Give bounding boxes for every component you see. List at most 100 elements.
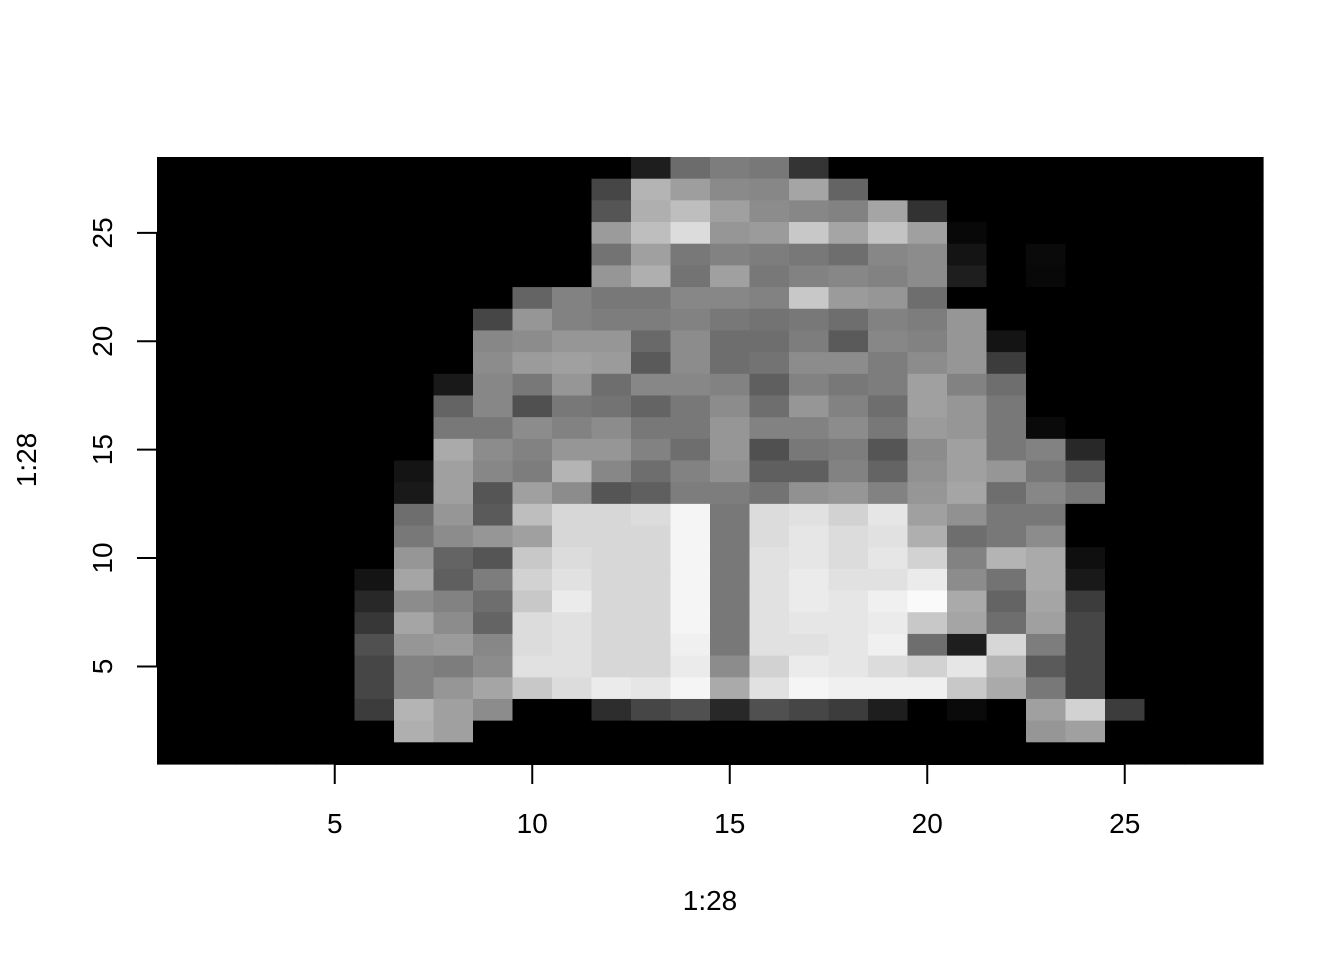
heatmap-cell [828, 178, 869, 201]
x-tick-label: 10 [517, 808, 548, 839]
heatmap-cell [868, 460, 909, 483]
heatmap-cell [275, 157, 316, 180]
heatmap-cell [947, 287, 988, 310]
heatmap-cell [1184, 352, 1225, 375]
heatmap-cell [986, 503, 1027, 527]
heatmap-cell [907, 352, 948, 375]
heatmap-cell [947, 308, 988, 332]
heatmap-cell [1223, 243, 1264, 266]
heatmap-cell [749, 395, 790, 418]
heatmap-cell [828, 568, 869, 592]
heatmap-cell [512, 655, 553, 678]
heatmap-cell [1184, 287, 1225, 310]
heatmap-cell [1065, 655, 1106, 678]
heatmap-cell [947, 590, 988, 613]
heatmap-cell [1223, 633, 1264, 657]
heatmap-cell [1026, 287, 1067, 310]
heatmap-cell [670, 330, 711, 353]
heatmap-cell [157, 243, 198, 266]
heatmap-cell [1144, 222, 1185, 245]
heatmap-cell [433, 482, 474, 505]
heatmap-cell [868, 633, 909, 657]
heatmap-cell [394, 243, 435, 266]
heatmap-cell [1065, 308, 1106, 332]
heatmap-cell [828, 612, 869, 635]
heatmap-cell [947, 373, 988, 397]
heatmap-cell [1144, 460, 1185, 483]
heatmap-cell [275, 417, 316, 440]
heatmap-cell [433, 590, 474, 613]
heatmap-cell [473, 612, 514, 635]
heatmap-cell [196, 330, 237, 353]
heatmap-cell [710, 698, 751, 722]
heatmap-cell [749, 655, 790, 678]
heatmap-cell [157, 330, 198, 353]
heatmap-cell [196, 265, 237, 288]
heatmap-cell [1144, 633, 1185, 657]
heatmap-cell [749, 482, 790, 505]
heatmap-cell [315, 157, 356, 180]
heatmap-cell [591, 590, 632, 613]
heatmap-cell [789, 612, 830, 635]
heatmap-cell [354, 200, 395, 223]
heatmap-cell [749, 677, 790, 700]
heatmap-cell [512, 698, 553, 722]
heatmap-cell [591, 698, 632, 722]
heatmap-cell [749, 373, 790, 397]
heatmap-cell [1105, 287, 1146, 310]
heatmap-cell [907, 308, 948, 332]
heatmap-cell [1105, 330, 1146, 353]
heatmap-cell [315, 438, 356, 462]
heatmap-cell [1105, 265, 1146, 288]
heatmap-cell [433, 742, 474, 765]
heatmap-cell [236, 438, 277, 462]
heatmap-cell [1026, 590, 1067, 613]
heatmap-cell [1026, 568, 1067, 592]
heatmap-cell [1184, 720, 1225, 743]
heatmap-cell [1144, 157, 1185, 180]
heatmap-cell [947, 265, 988, 288]
heatmap-cell [1026, 742, 1067, 765]
heatmap-cell [631, 460, 672, 483]
heatmap-cell [157, 373, 198, 397]
heatmap-cell [275, 655, 316, 678]
heatmap-cell [907, 633, 948, 657]
heatmap-cell [947, 655, 988, 678]
heatmap-cell [1105, 308, 1146, 332]
heatmap-cell [315, 287, 356, 310]
heatmap-cell [670, 243, 711, 266]
heatmap-cell [236, 482, 277, 505]
heatmap-cell [394, 373, 435, 397]
heatmap-cell [986, 222, 1027, 245]
heatmap-cell [394, 655, 435, 678]
heatmap-cell [275, 742, 316, 765]
heatmap-cell [907, 330, 948, 353]
heatmap-cell [394, 633, 435, 657]
heatmap-cell [986, 178, 1027, 201]
heatmap-cell [236, 590, 277, 613]
heatmap-cell [354, 265, 395, 288]
heatmap-cell [710, 417, 751, 440]
heatmap-cell [670, 157, 711, 180]
heatmap-cell [236, 568, 277, 592]
heatmap-cell [1065, 612, 1106, 635]
heatmap-cell [591, 482, 632, 505]
heatmap-cell [315, 633, 356, 657]
heatmap-cell [1065, 698, 1106, 722]
heatmap-cell [354, 677, 395, 700]
heatmap-cell [1105, 503, 1146, 527]
heatmap-cell [789, 178, 830, 201]
y-tick-label: 5 [87, 659, 118, 675]
heatmap-cell [1223, 287, 1264, 310]
heatmap-cell [157, 482, 198, 505]
heatmap-cell [196, 568, 237, 592]
heatmap-cell [1065, 742, 1106, 765]
heatmap-cell [947, 568, 988, 592]
heatmap-cell [275, 525, 316, 548]
heatmap-cell [947, 677, 988, 700]
heatmap-cell [394, 308, 435, 332]
heatmap-cell [986, 655, 1027, 678]
heatmap-cell [631, 590, 672, 613]
heatmap-cell [473, 677, 514, 700]
heatmap-cell [631, 330, 672, 353]
